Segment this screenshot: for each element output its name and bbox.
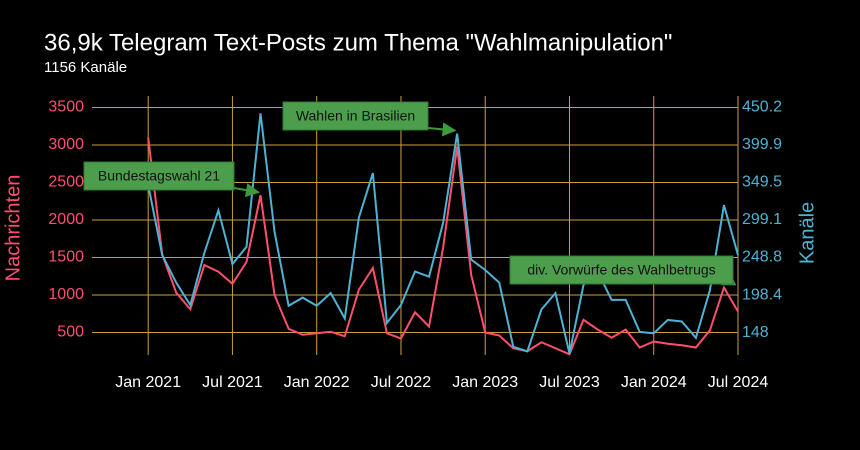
y-axis-label: Nachrichten <box>2 175 24 282</box>
x-tick-label: Jul 2022 <box>371 374 432 391</box>
annotation-box <box>509 255 734 285</box>
x-tick-label: Jul 2024 <box>708 374 769 391</box>
y2-tick-label: 198.4 <box>742 286 782 303</box>
y2-tick-label: 248.8 <box>742 249 782 266</box>
x-tick-label: Jan 2023 <box>452 374 518 391</box>
x-tick-label: Jan 2021 <box>115 374 181 391</box>
annotation-arrow <box>233 183 260 197</box>
y2-tick-label: 148 <box>742 324 769 341</box>
x-tick-label: Jan 2024 <box>621 374 687 391</box>
y-tick-label: 3500 <box>48 99 84 116</box>
y-tick-label: 3000 <box>48 136 84 153</box>
x-tick-label: Jul 2021 <box>202 374 263 391</box>
series-line <box>147 137 739 356</box>
annotation-box <box>282 101 429 131</box>
x-tick-label: Jul 2023 <box>539 374 600 391</box>
chart-subtitle: 1156 Kanäle <box>44 59 127 76</box>
annotation-text: div. Vorwürfe des Wahlbetrugs <box>527 262 715 278</box>
y-tick-label: 500 <box>57 324 84 341</box>
y2-tick-label: 399.9 <box>742 136 782 153</box>
x-tick-label: Jan 2022 <box>284 374 350 391</box>
chart-title: 36,9k Telegram Text-Posts zum Thema "Wah… <box>44 29 672 56</box>
series-line <box>147 113 739 354</box>
y2-tick-label: 450.2 <box>742 99 782 116</box>
annotation-text: Bundestagswahl 21 <box>98 168 220 184</box>
y-tick-label: 2500 <box>48 174 84 191</box>
y-tick-label: 1500 <box>48 249 84 266</box>
y2-axis-label: Kanäle <box>796 202 818 264</box>
y2-tick-label: 299.1 <box>742 211 782 228</box>
annotation-text: Wahlen in Brasilien <box>296 108 415 124</box>
y2-tick-label: 349.5 <box>742 174 782 191</box>
y-tick-label: 1000 <box>48 286 84 303</box>
y-tick-label: 2000 <box>48 211 84 228</box>
annotation-box <box>83 161 235 191</box>
annotation-arrow <box>427 122 457 137</box>
